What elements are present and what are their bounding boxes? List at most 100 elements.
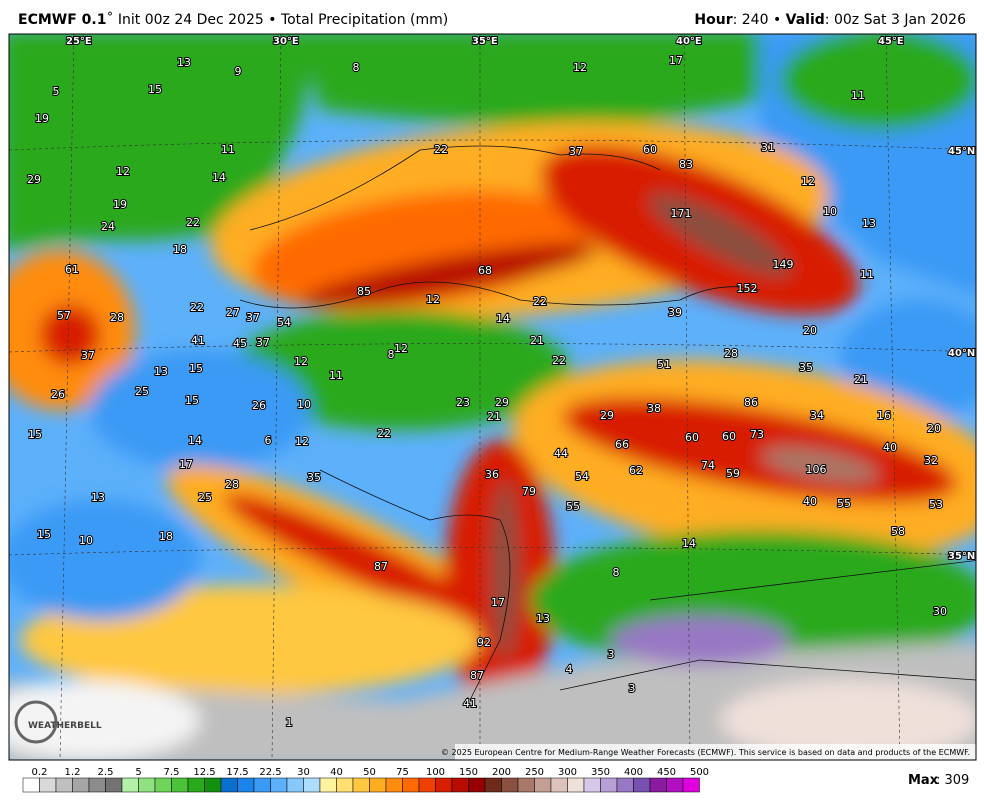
map-value-label: 32: [924, 454, 938, 467]
longitude-label: 30°E: [273, 36, 299, 47]
map-value-label: 8: [353, 61, 360, 74]
map-value-label: 10: [297, 398, 311, 411]
map-value-label: 23: [456, 396, 470, 409]
colorbar-swatch: [451, 777, 469, 793]
colorbar-swatch: [633, 777, 651, 793]
colorbar-swatch: [369, 777, 387, 793]
colorbar-label: 30: [297, 767, 310, 778]
map-value-label: 28: [225, 478, 239, 491]
map-value-label: 19: [35, 112, 49, 125]
map-value-label: 25: [135, 385, 149, 398]
map-value-label: 12: [426, 293, 440, 306]
colorbar-label: 22.5: [259, 767, 281, 778]
map-value-label: 19: [113, 198, 127, 211]
map-value-label: 14: [682, 537, 696, 550]
map-value-label: 13: [91, 491, 105, 504]
map-value-label: 62: [629, 464, 643, 477]
run-info: ˚ Init 00z 24 Dec 2025 • Total Precipita…: [106, 12, 449, 28]
colorbar-label: 350: [591, 767, 610, 778]
map-value-label: 31: [761, 141, 775, 154]
colorbar-swatch: [286, 777, 304, 793]
map-value-label: 22: [434, 143, 448, 156]
map-value-label: 34: [810, 409, 824, 422]
colorbar-swatch: [418, 777, 436, 793]
map-value-label: 20: [927, 422, 941, 435]
colorbar-swatch: [517, 777, 535, 793]
map-value-label: 27: [226, 306, 240, 319]
map-value-label: 54: [277, 316, 291, 329]
colorbar-swatch: [600, 777, 618, 793]
map-value-label: 13: [862, 217, 876, 230]
colorbar-swatch: [666, 777, 684, 793]
colorbar-swatch: [105, 777, 123, 793]
colorbar-swatch: [649, 777, 667, 793]
logo: WEATHERBELL: [14, 700, 102, 744]
map-value-label: 8: [388, 348, 395, 361]
colorbar-swatch: [567, 777, 585, 793]
longitude-label: 35°E: [472, 36, 498, 47]
map-value-label: 3: [629, 682, 636, 695]
map-value-label: 1: [286, 716, 293, 729]
map-value-label: 12: [116, 165, 130, 178]
colorbar-swatch: [88, 777, 106, 793]
colorbar-swatch: [303, 777, 321, 793]
map-value-label: 13: [177, 56, 191, 69]
map-value-label: 28: [724, 347, 738, 360]
map-value-label: 17: [491, 596, 505, 609]
map-value-label: 40: [803, 495, 817, 508]
map-value-label: 22: [552, 354, 566, 367]
map-value-label: 24: [101, 220, 115, 233]
map-value-label: 41: [191, 334, 205, 347]
map-value-label: 15: [148, 83, 162, 96]
map-value-label: 15: [37, 528, 51, 541]
valid-label: Valid: [785, 12, 825, 28]
colorbar-swatch: [72, 777, 90, 793]
map-value-label: 9: [235, 65, 242, 78]
colorbar-label: 150: [459, 767, 478, 778]
map-value-label: 20: [803, 324, 817, 337]
map-value-label: 22: [186, 216, 200, 229]
colorbar-label: 7.5: [164, 767, 180, 778]
map-value-label: 36: [485, 468, 499, 481]
colorbar-label: 1.2: [65, 767, 81, 778]
map-value-label: 18: [159, 530, 173, 543]
map-value-label: 45: [233, 337, 247, 350]
map-value-label: 14: [212, 171, 226, 184]
colorbar-swatch: [468, 777, 486, 793]
map-value-label: 106: [806, 463, 827, 476]
map-value-label: 53: [929, 498, 943, 511]
map-value-label: 87: [374, 560, 388, 573]
map-value-label: 12: [801, 175, 815, 188]
map-value-label: 26: [252, 399, 266, 412]
map-value-label: 59: [726, 467, 740, 480]
map-value-label: 12: [573, 61, 587, 74]
colorbar-swatch: [138, 777, 156, 793]
map-value-label: 15: [185, 394, 199, 407]
colorbar-label: 250: [525, 767, 544, 778]
colorbar-swatch: [682, 777, 700, 793]
colorbar-swatch: [154, 777, 172, 793]
map-value-label: 35: [307, 471, 321, 484]
map-value-label: 12: [394, 342, 408, 355]
colorbar-label: 50: [363, 767, 376, 778]
map-value-label: 87: [470, 669, 484, 682]
colorbar-swatch: [435, 777, 453, 793]
map-value-label: 21: [854, 373, 868, 386]
colorbar-swatch: [534, 777, 552, 793]
map-value-label: 51: [657, 358, 671, 371]
map-value-label: 11: [221, 143, 235, 156]
map-value-label: 15: [28, 428, 42, 441]
map-value-label: 57: [57, 309, 71, 322]
map-value-label: 28: [110, 311, 124, 324]
colorbar-label: 12.5: [193, 767, 215, 778]
map-value-label: 35: [799, 361, 813, 374]
map-value-label: 86: [744, 396, 758, 409]
map-value-label: 22: [377, 427, 391, 440]
map-value-label: 39: [668, 306, 682, 319]
map-value-label: 3: [608, 648, 615, 661]
colorbar-label: 0.2: [32, 767, 48, 778]
colorbar-swatch: [187, 777, 205, 793]
map-value-label: 6: [265, 434, 272, 447]
map-value-label: 58: [891, 525, 905, 538]
